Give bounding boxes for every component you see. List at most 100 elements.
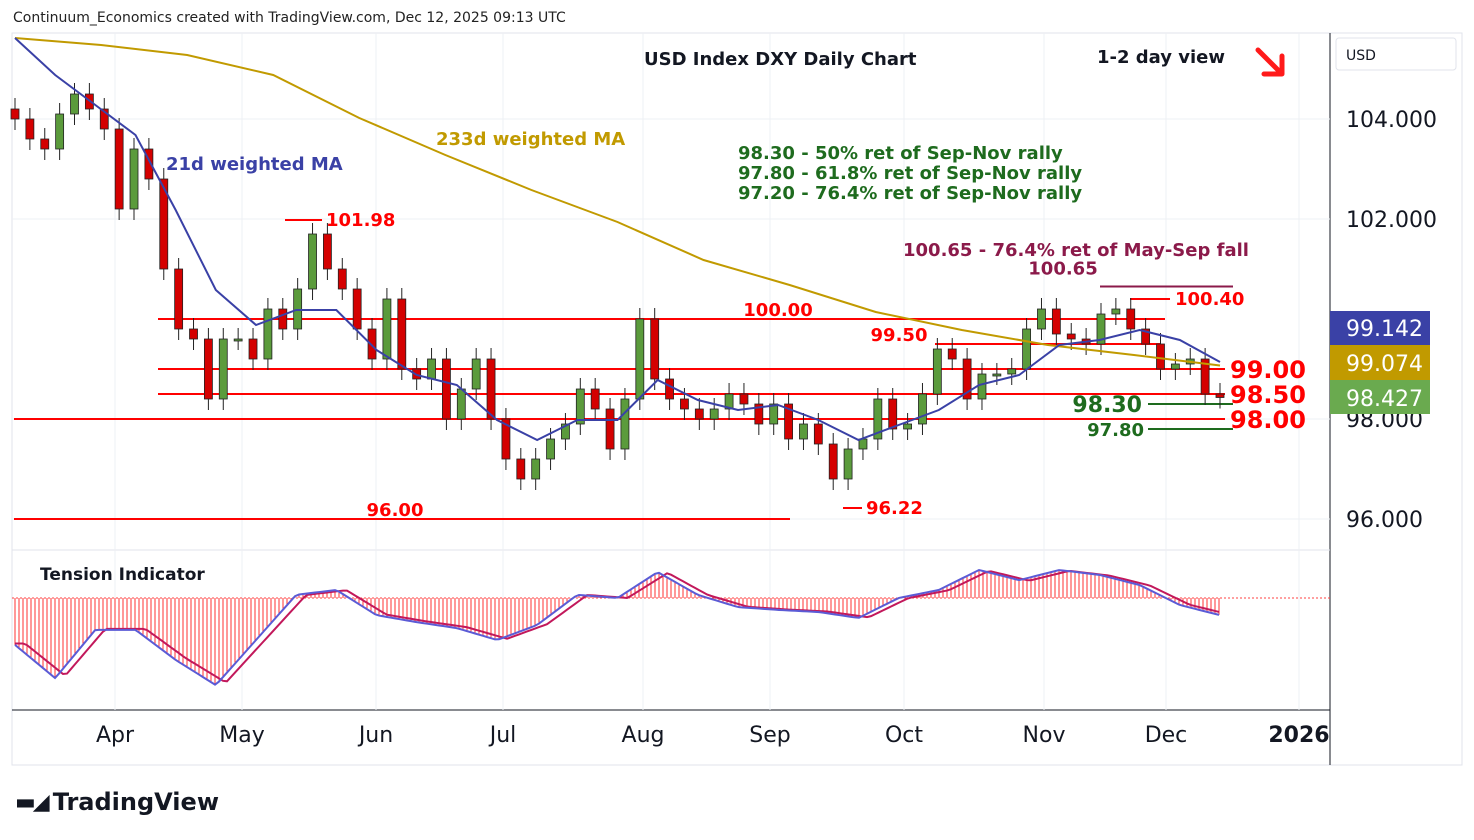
level-label-100.00: 100.00 bbox=[743, 300, 812, 321]
x-tick-label: Oct bbox=[885, 723, 923, 748]
candle bbox=[501, 418, 511, 460]
ma21-label: 21d weighted MA bbox=[166, 154, 343, 175]
level-label-96.00: 96.00 bbox=[367, 500, 424, 521]
level-label-98.30: 98.30 bbox=[1072, 393, 1142, 418]
candle bbox=[873, 398, 883, 440]
candle bbox=[218, 338, 228, 400]
level-label-97.80: 97.80 bbox=[1087, 420, 1144, 441]
svg-text:98.427: 98.427 bbox=[1346, 387, 1423, 412]
ma21-line bbox=[14, 37, 1221, 442]
candle bbox=[918, 393, 927, 425]
candle bbox=[1096, 313, 1106, 345]
candle bbox=[605, 408, 615, 450]
candle bbox=[754, 403, 764, 425]
candle bbox=[665, 378, 674, 400]
y-tick-label: 96.000 bbox=[1346, 508, 1423, 533]
x-tick-label: Jun bbox=[357, 723, 393, 748]
retracement-note-1: 98.30 - 50% ret of Sep-Nov rally bbox=[738, 143, 1063, 164]
candle bbox=[724, 393, 734, 410]
candle bbox=[1051, 308, 1061, 335]
candle bbox=[40, 138, 50, 150]
candle bbox=[575, 388, 585, 425]
candle bbox=[159, 178, 169, 270]
candle bbox=[1111, 308, 1121, 315]
tension-indicator bbox=[12, 568, 1330, 686]
candle bbox=[352, 288, 362, 330]
x-tick-label: Nov bbox=[1023, 723, 1066, 748]
candle bbox=[382, 298, 392, 360]
chart-subtitle: 1-2 day view bbox=[1097, 47, 1225, 68]
candle bbox=[1200, 358, 1210, 395]
candle bbox=[25, 118, 35, 140]
retracement-note-2: 97.80 - 61.8% ret of Sep-Nov rally bbox=[738, 163, 1082, 184]
candle bbox=[308, 233, 317, 290]
candle bbox=[694, 408, 704, 420]
x-tick-label: Jul bbox=[488, 723, 517, 748]
retracement-note-4: 100.65 - 76.4% ret of May-Sep fall bbox=[903, 240, 1249, 261]
candle bbox=[233, 338, 243, 342]
candle bbox=[561, 423, 570, 440]
candle bbox=[397, 298, 407, 370]
candle bbox=[709, 408, 719, 420]
candle bbox=[55, 113, 65, 150]
candle bbox=[456, 388, 466, 420]
level-label-96.22: 96.22 bbox=[866, 498, 923, 519]
candles bbox=[10, 83, 1225, 490]
candle bbox=[992, 373, 1002, 377]
svg-text:99.074: 99.074 bbox=[1346, 352, 1423, 377]
candle bbox=[962, 358, 972, 400]
indicator-title: Tension Indicator bbox=[40, 565, 205, 585]
chart-frame bbox=[11, 32, 1463, 766]
candle bbox=[1037, 308, 1046, 330]
candle bbox=[189, 328, 198, 340]
last-value-price: 98.427 bbox=[1330, 380, 1430, 414]
candle bbox=[769, 403, 779, 425]
level-label-100.40: 100.40 bbox=[1175, 289, 1244, 310]
candle bbox=[1007, 368, 1017, 375]
candle bbox=[129, 148, 139, 210]
candle bbox=[843, 448, 853, 480]
tradingview-logo-icon: ▬◢ bbox=[15, 789, 50, 815]
chart-title: USD Index DXY Daily Chart bbox=[644, 49, 917, 70]
candle bbox=[323, 233, 332, 270]
candle bbox=[977, 373, 987, 400]
y-tick-label: 104.000 bbox=[1346, 108, 1437, 133]
candle bbox=[1170, 363, 1180, 370]
candle bbox=[263, 308, 273, 360]
candle bbox=[799, 423, 808, 440]
chart-credit: Continuum_Economics created with Trading… bbox=[13, 10, 566, 26]
level-label-100.65: 100.65 bbox=[1028, 259, 1097, 280]
candle bbox=[903, 423, 912, 430]
ma233-line bbox=[14, 37, 1221, 367]
candle bbox=[471, 358, 481, 390]
level-label-98.00: 98.00 bbox=[1230, 406, 1306, 434]
retracement-note-3: 97.20 - 76.4% ret of Sep-Nov rally bbox=[738, 183, 1082, 204]
candle bbox=[442, 358, 451, 420]
x-tick-label: Sep bbox=[749, 723, 790, 748]
candle bbox=[144, 148, 154, 180]
currency-button[interactable] bbox=[1335, 37, 1457, 71]
candle bbox=[828, 443, 838, 480]
tradingview-logo[interactable]: ▬◢ TradingView bbox=[15, 788, 219, 816]
candle bbox=[278, 308, 288, 330]
level-label-99.00: 99.00 bbox=[1230, 356, 1306, 384]
candle bbox=[337, 268, 347, 290]
last-value-ma21: 99.142 bbox=[1330, 311, 1430, 345]
candle bbox=[784, 403, 793, 440]
candle bbox=[1141, 328, 1151, 345]
x-tick-label: May bbox=[219, 723, 264, 748]
candle bbox=[367, 328, 377, 360]
candle bbox=[1126, 308, 1136, 330]
level-label-98.50: 98.50 bbox=[1230, 381, 1306, 409]
candle bbox=[947, 348, 957, 360]
arrow-down-right-icon bbox=[1255, 47, 1285, 77]
last-value-ma233: 99.074 bbox=[1330, 345, 1430, 380]
candle bbox=[635, 318, 645, 400]
svg-text:99.142: 99.142 bbox=[1346, 317, 1423, 342]
candle bbox=[427, 358, 436, 380]
level-label-101.98: 101.98 bbox=[326, 210, 395, 231]
candle bbox=[203, 338, 213, 400]
candle bbox=[590, 388, 600, 410]
